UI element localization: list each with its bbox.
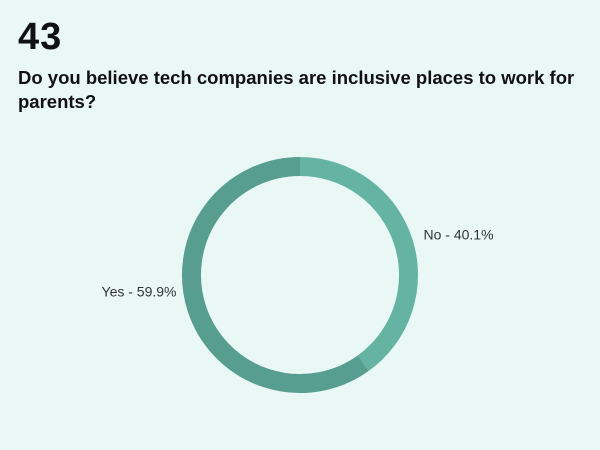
donut-slice-yes (182, 157, 369, 393)
donut-slice-no (299, 157, 418, 371)
slice-label-no: No - 40.1% (424, 227, 494, 243)
question-number: 43 (18, 16, 63, 58)
slice-label-yes: Yes - 59.9% (102, 283, 177, 299)
chart-title: Do you believe tech companies are inclus… (18, 67, 575, 112)
